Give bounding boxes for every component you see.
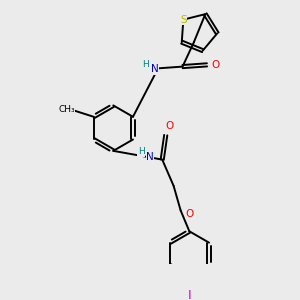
Text: CH₃: CH₃	[58, 105, 75, 114]
Text: I: I	[188, 290, 191, 300]
Text: H: H	[138, 147, 145, 156]
Text: S: S	[180, 15, 187, 25]
Text: O: O	[185, 209, 194, 219]
Text: O: O	[165, 122, 173, 131]
Text: H: H	[142, 60, 149, 69]
Text: O: O	[212, 60, 220, 70]
Text: N: N	[146, 152, 154, 162]
Text: N: N	[151, 64, 158, 74]
